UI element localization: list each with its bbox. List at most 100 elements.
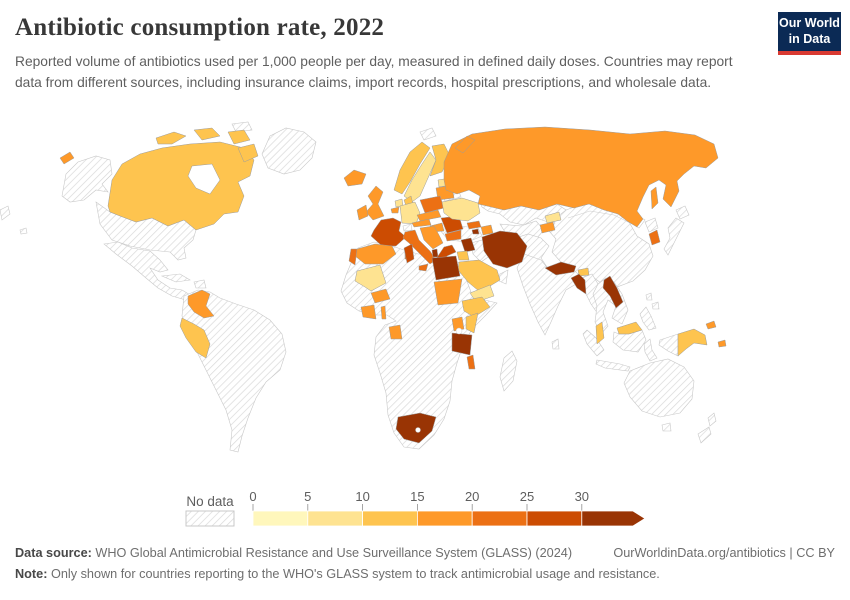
country-sudan[interactable] bbox=[433, 278, 463, 306]
legend-swatch-10-15[interactable] bbox=[362, 510, 418, 527]
country-laos[interactable] bbox=[602, 275, 624, 309]
owid-link[interactable]: OurWorldinData.org/antibiotics | CC BY bbox=[613, 546, 835, 560]
country-bulgaria[interactable] bbox=[444, 229, 462, 242]
country-gabon[interactable] bbox=[388, 324, 403, 340]
country-bangladesh[interactable] bbox=[570, 273, 587, 295]
country-germany[interactable] bbox=[399, 201, 421, 225]
country-tanzania[interactable] bbox=[451, 332, 473, 356]
country-belgium[interactable] bbox=[390, 206, 400, 214]
legend-swatch-20-25[interactable] bbox=[471, 510, 528, 527]
owid-logo[interactable]: Our World in Data bbox=[778, 12, 841, 55]
country-united-states-alaska[interactable] bbox=[61, 155, 113, 203]
country-albania[interactable] bbox=[431, 248, 439, 258]
country-syria[interactable] bbox=[460, 237, 476, 253]
country-canada-arctic-1[interactable] bbox=[155, 131, 187, 145]
legend-swatch-25-30[interactable] bbox=[526, 510, 583, 527]
country-lesotho[interactable] bbox=[415, 427, 421, 433]
country-oman[interactable] bbox=[498, 269, 509, 285]
country-malawi[interactable] bbox=[466, 354, 476, 370]
country-austria[interactable] bbox=[411, 218, 432, 228]
country-png-new-britain[interactable] bbox=[705, 320, 717, 330]
legend-swatch-5-10[interactable] bbox=[307, 510, 363, 527]
country-sri-lanka[interactable] bbox=[551, 338, 560, 350]
country-cote-divoire[interactable] bbox=[360, 304, 377, 320]
no-data-swatch[interactable] bbox=[185, 510, 235, 527]
country-togo[interactable] bbox=[380, 305, 387, 320]
country-philippines[interactable] bbox=[639, 306, 657, 331]
country-malaysia-borneo[interactable] bbox=[616, 321, 643, 335]
country-kenya[interactable] bbox=[465, 312, 479, 334]
country-north-korea[interactable] bbox=[644, 217, 659, 233]
country-italy-sicily[interactable] bbox=[418, 263, 429, 272]
country-ukraine[interactable] bbox=[441, 197, 481, 222]
arctic-island[interactable] bbox=[231, 121, 253, 133]
country-new-zealand-south[interactable] bbox=[697, 426, 712, 444]
country-tunisia[interactable] bbox=[403, 243, 415, 264]
country-spain[interactable] bbox=[354, 243, 397, 265]
hawaii-islands[interactable] bbox=[19, 227, 28, 235]
country-united-kingdom[interactable] bbox=[365, 185, 385, 221]
country-armenia[interactable] bbox=[471, 228, 480, 235]
country-malaysia-peninsula[interactable] bbox=[595, 321, 605, 345]
country-russia-sakhalin[interactable] bbox=[650, 186, 659, 210]
country-mexico-central-america[interactable] bbox=[103, 241, 193, 301]
country-svalbard[interactable] bbox=[419, 127, 437, 141]
country-hispaniola[interactable] bbox=[193, 279, 207, 289]
legend-swatch-15-20[interactable] bbox=[416, 510, 473, 527]
country-peru[interactable] bbox=[179, 317, 211, 359]
country-australia[interactable] bbox=[623, 358, 695, 418]
country-canada-arctic-2[interactable] bbox=[193, 127, 221, 141]
world-map[interactable] bbox=[0, 118, 850, 490]
country-czechia-slovakia[interactable] bbox=[416, 209, 442, 222]
country-russia-novaya-zemlya[interactable] bbox=[454, 135, 476, 154]
country-indonesia-west-new-guinea[interactable] bbox=[658, 333, 679, 357]
country-canada-arctic-3[interactable] bbox=[227, 129, 251, 145]
country-colombia[interactable] bbox=[187, 289, 215, 319]
country-iceland[interactable] bbox=[343, 169, 367, 187]
russia-antimeridian-sliver[interactable] bbox=[0, 205, 11, 221]
country-nepal[interactable] bbox=[544, 261, 577, 276]
country-jordan[interactable] bbox=[456, 250, 470, 261]
country-tajikistan[interactable] bbox=[539, 221, 556, 234]
country-philippines-luzon[interactable] bbox=[651, 301, 660, 310]
country-uganda[interactable] bbox=[451, 316, 465, 332]
country-russia-chukotka-sliver[interactable] bbox=[59, 151, 75, 165]
country-new-zealand-north[interactable] bbox=[707, 412, 717, 427]
country-papua-new-guinea[interactable] bbox=[677, 328, 708, 357]
country-portugal[interactable] bbox=[348, 248, 358, 266]
country-croatia-serbia[interactable] bbox=[419, 225, 444, 250]
country-indonesia-sulawesi[interactable] bbox=[643, 338, 658, 362]
country-iran[interactable] bbox=[481, 230, 528, 269]
country-taiwan[interactable] bbox=[645, 292, 653, 301]
country-madagascar[interactable] bbox=[499, 350, 518, 392]
country-indonesia-java[interactable] bbox=[595, 359, 631, 372]
country-south-africa[interactable] bbox=[395, 412, 437, 444]
legend-swatch-30-plus-arrow[interactable] bbox=[581, 510, 646, 527]
country-norway[interactable] bbox=[393, 141, 431, 195]
country-japan[interactable] bbox=[663, 217, 685, 256]
country-canada[interactable] bbox=[107, 141, 255, 231]
country-russia[interactable] bbox=[443, 126, 719, 228]
country-canada-baffin[interactable] bbox=[237, 143, 259, 163]
country-greenland[interactable] bbox=[261, 127, 317, 175]
country-poland[interactable] bbox=[419, 195, 445, 214]
country-japan-hokkaido[interactable] bbox=[675, 205, 690, 220]
country-indonesia-sumatra[interactable] bbox=[582, 329, 605, 357]
country-australia-tasmania[interactable] bbox=[661, 422, 672, 432]
country-south-korea[interactable] bbox=[648, 229, 661, 246]
country-switzerland[interactable] bbox=[402, 223, 413, 232]
legend-swatch-0-5[interactable] bbox=[252, 510, 309, 527]
country-burkina-faso[interactable] bbox=[370, 288, 391, 304]
landmass-south-america[interactable] bbox=[181, 289, 287, 453]
country-mali[interactable] bbox=[354, 264, 387, 292]
country-finland[interactable] bbox=[429, 143, 451, 177]
country-georgia[interactable] bbox=[466, 220, 482, 230]
country-ethiopia[interactable] bbox=[461, 296, 491, 318]
country-solomon-islands[interactable] bbox=[717, 339, 727, 348]
country-egypt[interactable] bbox=[431, 255, 461, 281]
country-thailand-vietnam-cambodia[interactable] bbox=[592, 277, 629, 335]
country-cuba[interactable] bbox=[160, 273, 191, 283]
country-kyrgyzstan[interactable] bbox=[544, 211, 562, 224]
country-france[interactable] bbox=[370, 217, 407, 247]
country-ireland[interactable] bbox=[356, 204, 369, 221]
